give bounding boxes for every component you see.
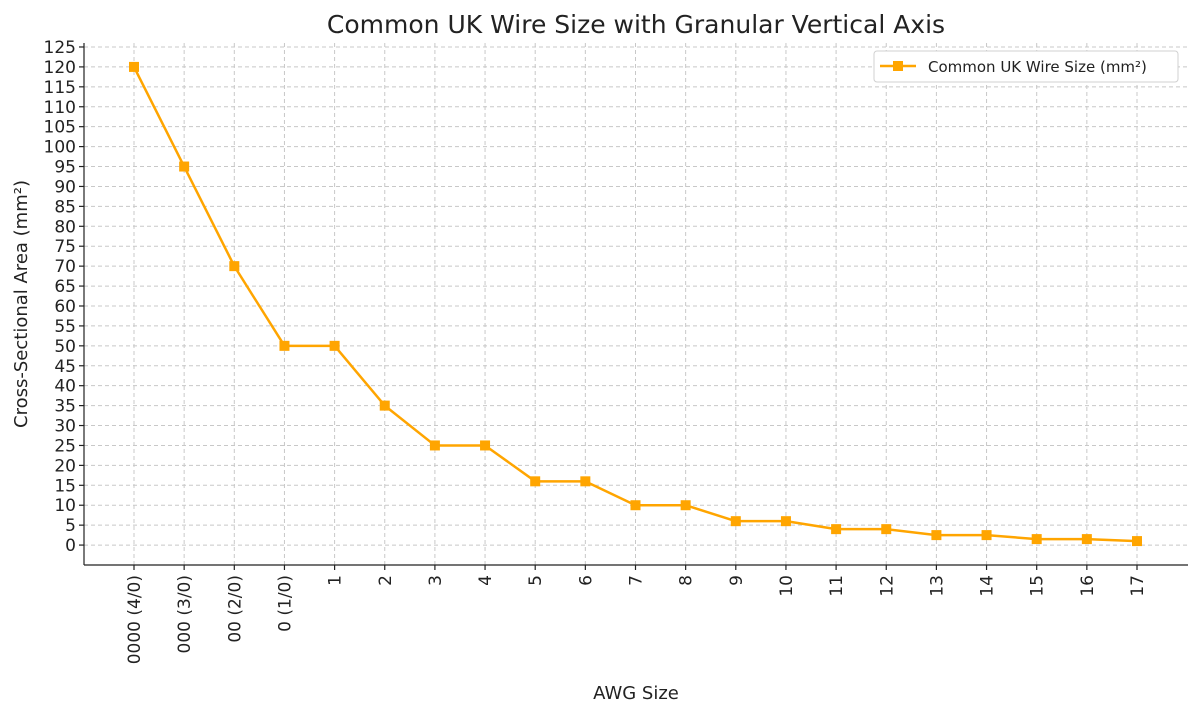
- data-point: [831, 524, 842, 535]
- x-tick-label: 4: [476, 575, 496, 586]
- x-tick-label: 000 (3/0): [175, 575, 195, 653]
- data-point: [580, 476, 591, 487]
- x-axis-label: AWG Size: [593, 683, 679, 704]
- x-ticks: 0000 (4/0) 000 (3/0) 00 (2/0) 0 (1/0) 1 2 3 4 5 6…: [125, 565, 1148, 664]
- y-tick-label: 110: [44, 98, 76, 118]
- x-tick-label: 0 (1/0): [275, 575, 295, 632]
- legend-marker-sample: [893, 61, 903, 71]
- y-tick-label: 115: [44, 78, 76, 98]
- data-point: [1031, 534, 1042, 545]
- grid: [84, 43, 1188, 565]
- y-tick-label: 120: [44, 58, 76, 78]
- x-tick-label: 8: [677, 575, 697, 586]
- y-tick-label: 95: [54, 158, 76, 178]
- data-point: [780, 516, 791, 527]
- data-point: [429, 440, 440, 451]
- data-point: [981, 530, 992, 541]
- legend-box: [873, 50, 1179, 83]
- x-tick-label: 7: [627, 575, 647, 586]
- y-tick-label: 15: [54, 476, 76, 496]
- y-axis-label: Cross-Sectional Area (mm²): [11, 180, 32, 428]
- x-tick-label: 12: [877, 575, 897, 597]
- x-tick-label: 00 (2/0): [225, 575, 245, 643]
- y-tick-label: 85: [54, 197, 76, 217]
- y-tick-label: 35: [54, 397, 76, 417]
- data-point: [229, 261, 240, 272]
- x-tick-label: 2: [376, 575, 396, 586]
- y-tick-label: 45: [54, 357, 76, 377]
- x-tick-label: 13: [927, 575, 947, 597]
- data-point: [179, 161, 190, 172]
- legend: Common UK Wire Size (mm²): [873, 50, 1179, 83]
- x-tick-label: 9: [727, 575, 747, 586]
- series: [129, 61, 1142, 547]
- y-tick-label: 125: [44, 38, 76, 58]
- y-tick-label: 75: [54, 237, 76, 257]
- chart-title: Common UK Wire Size with Granular Vertic…: [327, 10, 945, 39]
- y-tick-label: 25: [54, 436, 76, 456]
- y-tick-label: 55: [54, 317, 76, 337]
- data-point: [379, 400, 390, 411]
- y-tick-label: 50: [54, 337, 76, 357]
- x-tick-label: 3: [426, 575, 446, 586]
- y-tick-label: 20: [54, 456, 76, 476]
- data-point: [279, 340, 290, 351]
- y-tick-label: 0: [65, 536, 76, 556]
- y-tick-label: 90: [54, 177, 76, 197]
- data-point: [480, 440, 491, 451]
- data-point: [1132, 536, 1142, 547]
- x-tick-label: 0000 (4/0): [125, 575, 145, 664]
- x-tick-label: 10: [777, 575, 797, 597]
- y-tick-label: 80: [54, 217, 76, 237]
- y-tick-label: 70: [54, 257, 76, 277]
- data-point: [329, 340, 340, 351]
- x-tick-label: 5: [526, 575, 546, 586]
- data-point: [931, 530, 942, 541]
- x-tick-label: 1: [326, 575, 346, 586]
- y-tick-label: 30: [54, 417, 76, 437]
- legend-label: Common UK Wire Size (mm²): [928, 58, 1147, 76]
- y-tick-label: 105: [44, 118, 76, 138]
- y-ticks: 0510152025303540455055606570758085909510…: [44, 38, 84, 556]
- data-point: [1081, 534, 1092, 545]
- y-tick-label: 10: [54, 496, 76, 516]
- data-point: [680, 500, 691, 511]
- x-tick-label: 15: [1028, 575, 1048, 597]
- y-tick-label: 5: [65, 516, 76, 536]
- y-tick-label: 100: [44, 138, 76, 158]
- y-tick-label: 60: [54, 297, 76, 317]
- x-tick-label: 11: [827, 575, 847, 597]
- x-tick-label: 14: [978, 575, 998, 597]
- x-tick-label: 6: [576, 575, 596, 586]
- x-tick-label: 16: [1078, 575, 1098, 597]
- data-point: [530, 476, 541, 487]
- y-tick-label: 40: [54, 377, 76, 397]
- y-tick-label: 65: [54, 277, 76, 297]
- data-point: [881, 524, 892, 535]
- x-tick-label: 17: [1128, 575, 1148, 597]
- data-point: [129, 61, 139, 72]
- data-point: [730, 516, 741, 527]
- data-point: [630, 500, 641, 511]
